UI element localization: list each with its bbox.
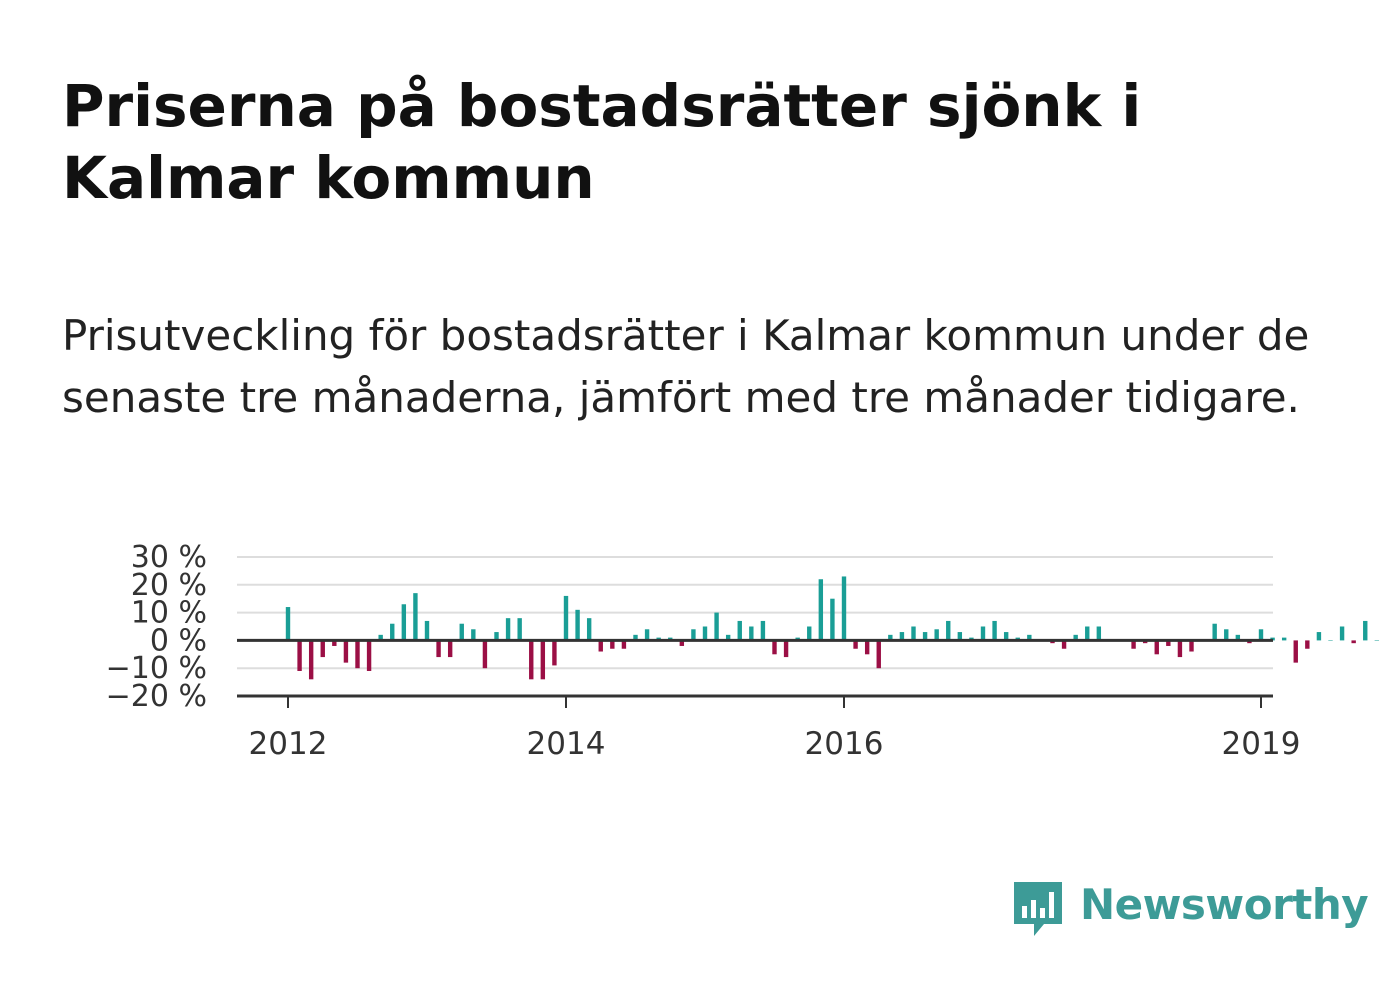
bar	[529, 640, 534, 680]
x-tick-label: 2019	[1222, 726, 1301, 762]
bar	[783, 640, 789, 658]
bar	[1305, 640, 1310, 649]
bar	[401, 604, 407, 641]
x-tick-label: 2014	[527, 726, 606, 762]
bar	[1235, 634, 1241, 641]
bar	[1189, 640, 1194, 652]
bar	[1085, 626, 1090, 641]
bar	[552, 640, 557, 666]
bar	[1363, 620, 1368, 641]
bar	[447, 640, 453, 658]
chart-subtitle: Prisutveckling för bostadsrätter i Kalma…	[62, 311, 1310, 422]
y-tick-label: −10 %	[106, 651, 207, 686]
bar	[1316, 632, 1322, 641]
bar	[830, 598, 835, 641]
newsworthy-logo-icon	[1014, 882, 1062, 936]
bar	[957, 632, 963, 641]
bar	[1096, 626, 1102, 641]
bar	[621, 640, 627, 649]
bar	[505, 618, 511, 641]
bar	[390, 623, 395, 641]
bar	[320, 640, 325, 658]
bar	[772, 640, 777, 655]
bar	[355, 640, 360, 669]
bar	[540, 640, 546, 680]
y-tick-label: 0 %	[150, 623, 207, 658]
bar	[285, 607, 291, 641]
bar	[517, 618, 522, 641]
bar	[1328, 640, 1333, 641]
bar	[297, 640, 302, 671]
bar	[586, 618, 592, 641]
bar	[1351, 640, 1356, 644]
bar	[378, 634, 383, 641]
bar	[482, 640, 488, 669]
y-tick-label: 10 %	[131, 596, 207, 631]
bar	[725, 634, 731, 641]
y-tick-label: −20 %	[106, 679, 207, 714]
bar	[841, 576, 847, 641]
bar	[980, 626, 986, 641]
bar	[1166, 640, 1171, 646]
bar	[946, 620, 951, 641]
bar	[1027, 634, 1032, 641]
bar	[1212, 623, 1217, 641]
bar	[1281, 637, 1287, 641]
bar	[876, 640, 881, 669]
bar	[1003, 632, 1009, 641]
bar	[633, 634, 638, 641]
bar	[471, 629, 476, 641]
y-tick-label: 30 %	[131, 540, 207, 575]
bar	[691, 629, 696, 641]
x-tick-label: 2016	[805, 726, 884, 762]
bar	[737, 620, 742, 641]
bar	[1374, 640, 1380, 641]
bar	[702, 626, 708, 641]
bar	[610, 640, 615, 649]
bar	[424, 620, 430, 641]
bar	[760, 620, 766, 641]
bar	[1293, 640, 1298, 663]
bar	[714, 612, 719, 641]
bar	[1073, 634, 1078, 641]
bar	[644, 629, 650, 641]
newsworthy-brand[interactable]: Newsworthy	[1010, 878, 1369, 948]
bar	[679, 640, 685, 646]
bar	[1154, 640, 1159, 655]
bar	[1224, 629, 1229, 641]
bar	[749, 626, 754, 641]
bar	[934, 629, 939, 641]
bar	[366, 640, 372, 671]
bar	[494, 632, 499, 641]
bar	[332, 640, 337, 646]
bar	[575, 609, 580, 641]
bar	[1339, 626, 1345, 641]
bar	[343, 640, 349, 663]
y-tick-label: 20 %	[131, 568, 207, 603]
bar	[598, 640, 603, 652]
x-tick-label: 2012	[249, 726, 328, 762]
bar	[888, 634, 893, 641]
bar	[413, 593, 418, 641]
bar	[807, 626, 812, 641]
bar	[563, 595, 569, 641]
bar	[1131, 640, 1136, 649]
brand-name: Newsworthy	[1080, 880, 1369, 929]
bar	[436, 640, 441, 658]
bar	[911, 626, 916, 641]
bar	[864, 640, 870, 655]
bar	[308, 640, 314, 680]
bar-chart: 30 %20 %10 %0 %−10 %−20 % 2012 2014 2016 201…	[106, 540, 1380, 762]
bar	[992, 620, 997, 641]
bar	[1258, 629, 1264, 641]
bar	[922, 632, 928, 641]
bar	[899, 632, 905, 641]
bar	[818, 579, 824, 641]
bar	[459, 623, 464, 641]
bar	[1177, 640, 1183, 658]
chart-title: Priserna på bostadsrätter sjönk i Kalmar…	[62, 72, 1142, 212]
bar	[1061, 640, 1067, 649]
bar	[853, 640, 858, 649]
